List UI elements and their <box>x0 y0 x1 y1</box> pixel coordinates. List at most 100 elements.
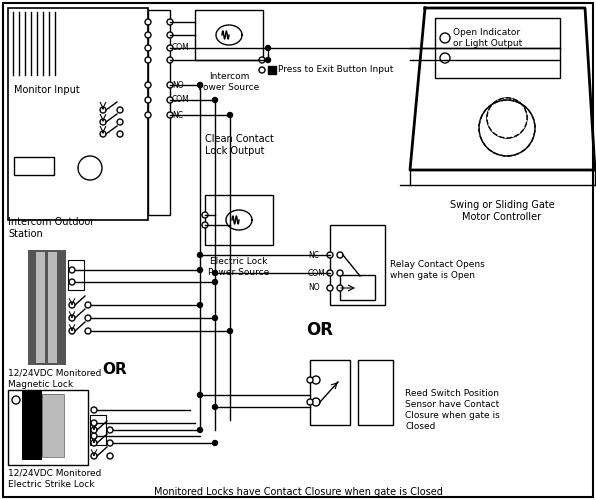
Circle shape <box>337 285 343 291</box>
Circle shape <box>213 270 218 276</box>
Text: 12/24VDC Monitored
Magnetic Lock: 12/24VDC Monitored Magnetic Lock <box>8 369 101 389</box>
Bar <box>42 394 64 457</box>
Bar <box>36 252 45 363</box>
Text: Relay Contact Opens
when gate is Open: Relay Contact Opens when gate is Open <box>390 260 485 280</box>
Circle shape <box>107 453 113 459</box>
Circle shape <box>259 67 265 73</box>
Circle shape <box>197 268 203 272</box>
Bar <box>340 275 375 300</box>
Circle shape <box>228 112 232 117</box>
Text: Reed Switch Position
Sensor have Contact
Closure when gate is
Closed: Reed Switch Position Sensor have Contact… <box>405 389 500 431</box>
Circle shape <box>69 315 75 321</box>
Circle shape <box>167 112 173 118</box>
Circle shape <box>337 252 343 258</box>
Circle shape <box>78 156 102 180</box>
Circle shape <box>145 112 151 118</box>
Text: COM: COM <box>172 44 190 52</box>
Text: OR: OR <box>306 321 334 339</box>
Circle shape <box>107 427 113 433</box>
Circle shape <box>69 328 75 334</box>
Circle shape <box>487 98 527 138</box>
Text: NO: NO <box>308 284 319 292</box>
Text: Monitor Input: Monitor Input <box>14 85 80 95</box>
Circle shape <box>327 252 333 258</box>
Circle shape <box>117 119 123 125</box>
Circle shape <box>167 82 173 88</box>
Circle shape <box>117 107 123 113</box>
Circle shape <box>100 107 106 113</box>
Bar <box>268 66 276 74</box>
Text: Open Indicator
or Light Output: Open Indicator or Light Output <box>453 28 522 48</box>
Circle shape <box>117 131 123 137</box>
Circle shape <box>213 98 218 102</box>
Text: COM: COM <box>308 268 326 278</box>
Text: NO: NO <box>172 80 184 90</box>
Circle shape <box>145 82 151 88</box>
Text: Clean Contact
Lock Output: Clean Contact Lock Output <box>205 134 274 156</box>
Circle shape <box>312 398 320 406</box>
Circle shape <box>91 433 97 439</box>
Text: 12/24VDC Monitored
Electric Strike Lock: 12/24VDC Monitored Electric Strike Lock <box>8 469 101 489</box>
Circle shape <box>197 392 203 398</box>
Circle shape <box>213 316 218 320</box>
Circle shape <box>327 285 333 291</box>
Circle shape <box>167 45 173 51</box>
Bar <box>48 252 57 363</box>
Bar <box>358 360 393 425</box>
Circle shape <box>197 82 203 87</box>
Circle shape <box>69 302 75 308</box>
Circle shape <box>167 32 173 38</box>
Circle shape <box>91 453 97 459</box>
Circle shape <box>145 45 151 51</box>
Text: NC: NC <box>172 110 183 120</box>
Circle shape <box>100 119 106 125</box>
Bar <box>14 157 54 175</box>
Circle shape <box>145 19 151 25</box>
Circle shape <box>107 440 113 446</box>
Text: Swing or Sliding Gate
Motor Controller: Swing or Sliding Gate Motor Controller <box>449 200 554 222</box>
Text: Intercom Outdoor
Station: Intercom Outdoor Station <box>8 217 94 239</box>
Circle shape <box>145 97 151 103</box>
Circle shape <box>85 315 91 321</box>
Circle shape <box>91 407 97 413</box>
Circle shape <box>167 19 173 25</box>
Circle shape <box>265 58 271 62</box>
Circle shape <box>312 376 320 384</box>
Circle shape <box>91 440 97 446</box>
Circle shape <box>307 399 313 405</box>
Bar <box>195 10 263 60</box>
Text: Press to Exit Button Input: Press to Exit Button Input <box>278 66 393 74</box>
Bar <box>205 195 273 245</box>
Circle shape <box>228 328 232 334</box>
Circle shape <box>197 302 203 308</box>
Circle shape <box>265 46 271 51</box>
Circle shape <box>12 396 20 404</box>
Bar <box>148 10 170 215</box>
Circle shape <box>69 267 75 273</box>
Circle shape <box>100 131 106 137</box>
Text: COM: COM <box>172 96 190 104</box>
Circle shape <box>167 57 173 63</box>
Circle shape <box>85 328 91 334</box>
Bar <box>8 8 148 220</box>
Circle shape <box>197 252 203 258</box>
Circle shape <box>69 279 75 285</box>
Bar <box>42 394 64 457</box>
Bar <box>330 225 385 305</box>
Bar <box>435 18 560 78</box>
Text: Intercom
Power Source: Intercom Power Source <box>198 72 260 92</box>
Circle shape <box>327 270 333 276</box>
Bar <box>22 390 42 460</box>
Bar <box>310 360 350 425</box>
Bar <box>68 260 84 290</box>
Circle shape <box>213 404 218 409</box>
Circle shape <box>440 33 450 43</box>
Circle shape <box>197 428 203 432</box>
Text: Monitored Locks have Contact Closure when gate is Closed: Monitored Locks have Contact Closure whe… <box>154 487 442 497</box>
Text: OR: OR <box>103 362 128 378</box>
Circle shape <box>213 280 218 284</box>
Circle shape <box>202 212 208 218</box>
Circle shape <box>213 440 218 446</box>
Circle shape <box>440 53 450 63</box>
Circle shape <box>91 420 97 426</box>
